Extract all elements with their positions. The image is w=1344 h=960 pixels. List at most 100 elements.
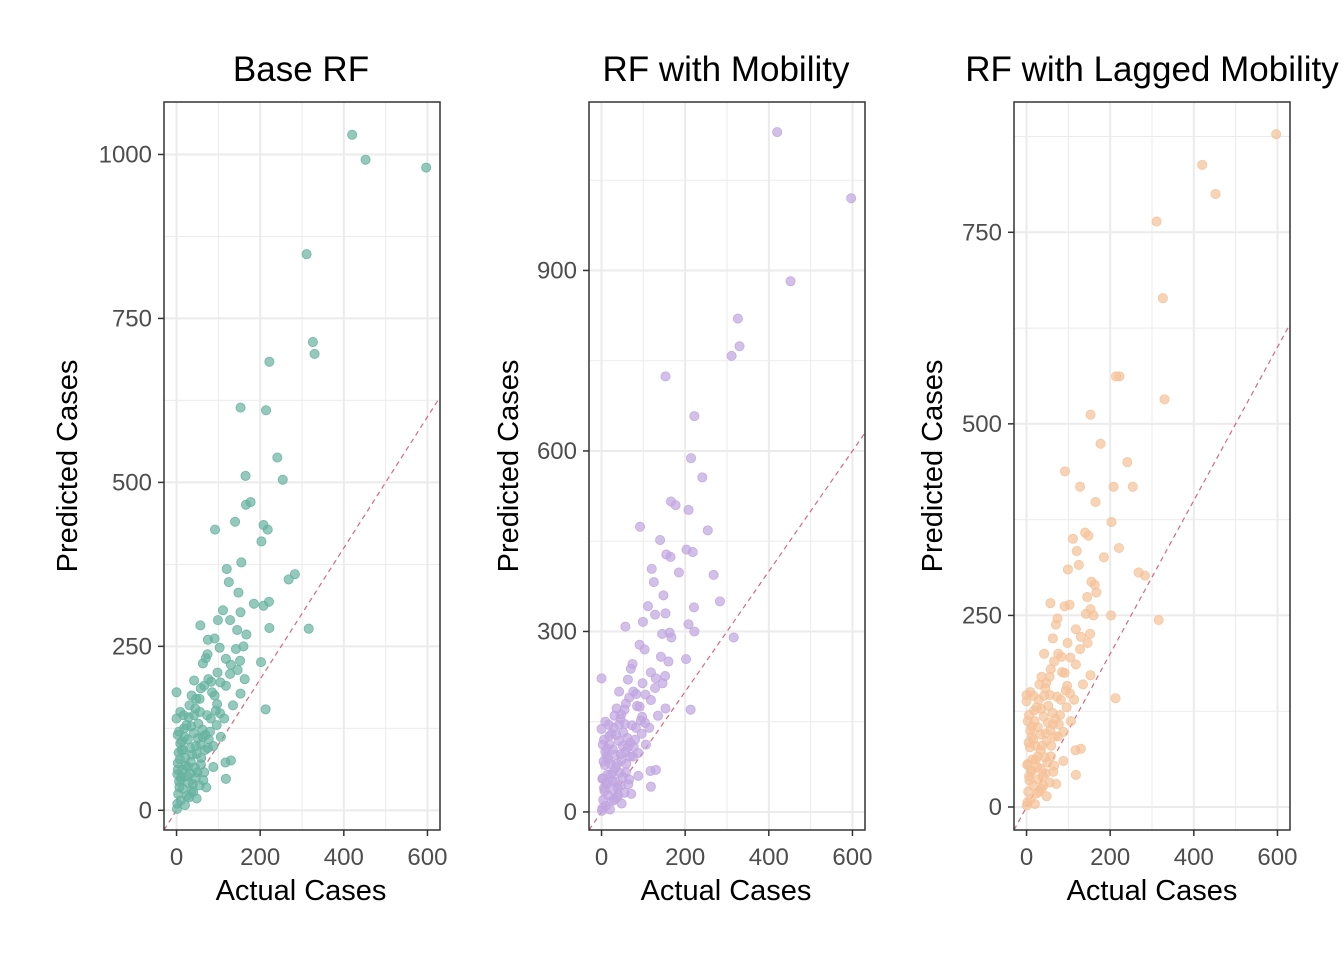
data-point <box>1091 587 1102 598</box>
data-point <box>644 722 655 733</box>
data-point <box>1028 690 1039 701</box>
data-point <box>303 623 314 634</box>
data-point <box>635 521 646 532</box>
data-point <box>233 587 244 598</box>
data-point <box>1026 731 1037 742</box>
data-point <box>601 751 612 762</box>
data-point <box>1037 771 1048 782</box>
data-point <box>189 675 200 686</box>
data-point <box>1098 552 1109 563</box>
data-point <box>1062 638 1073 649</box>
data-point <box>1044 671 1055 682</box>
data-point <box>648 577 659 588</box>
data-point <box>1106 610 1117 621</box>
data-point <box>1048 766 1059 777</box>
data-point <box>660 608 671 619</box>
data-point <box>191 748 202 759</box>
panel-rf-with-lagged-mobility: RF with Lagged Mobility Actual Cases Pre… <box>917 50 1339 907</box>
data-point <box>223 577 234 588</box>
data-point <box>241 629 252 640</box>
data-point <box>239 674 250 685</box>
data-point <box>625 663 636 674</box>
x-tick-label: 0 <box>170 844 183 871</box>
data-point <box>1065 716 1076 727</box>
grid-lines <box>1014 102 1290 830</box>
data-point <box>732 313 743 324</box>
data-point <box>1110 693 1121 704</box>
x-tick-label: 600 <box>407 844 447 871</box>
data-point <box>610 762 621 773</box>
data-point <box>220 757 231 768</box>
y-tick-label: 750 <box>962 219 1002 246</box>
data-point <box>846 193 857 204</box>
data-point <box>248 598 259 609</box>
data-point <box>702 525 713 536</box>
data-point <box>235 655 246 666</box>
data-point <box>261 405 272 416</box>
data-point <box>1041 791 1052 802</box>
panel-title: RF with Lagged Mobility <box>965 50 1339 89</box>
data-point <box>360 154 371 165</box>
data-point <box>1051 779 1062 790</box>
data-point <box>639 644 650 655</box>
data-point <box>604 739 615 750</box>
data-point <box>1153 615 1164 626</box>
data-point <box>1047 633 1058 644</box>
data-point <box>1108 481 1119 492</box>
x-tick-label: 400 <box>1174 844 1214 871</box>
data-point <box>1042 757 1053 768</box>
data-point <box>650 683 661 694</box>
data-point <box>1083 530 1094 541</box>
data-point <box>195 620 206 631</box>
x-tick-label: 200 <box>240 844 280 871</box>
data-point <box>1038 780 1049 791</box>
data-point <box>264 356 275 367</box>
y-tick-label: 500 <box>112 469 152 496</box>
data-point <box>236 557 247 568</box>
data-point <box>179 800 190 811</box>
data-point <box>1062 564 1073 575</box>
y-tick-label: 0 <box>139 797 152 824</box>
data-point <box>202 634 213 645</box>
data-point <box>227 700 238 711</box>
y-tick-label: 600 <box>537 438 577 465</box>
data-point <box>714 596 725 607</box>
data-point <box>1053 648 1064 659</box>
data-point <box>637 678 648 689</box>
data-point <box>1271 129 1282 140</box>
data-point <box>635 715 646 726</box>
x-tick-label: 0 <box>595 844 608 871</box>
data-point <box>613 790 624 801</box>
data-point <box>1111 371 1122 382</box>
panel-border <box>1013 101 1291 831</box>
data-point <box>1067 533 1078 544</box>
x-axis-title: Actual Cases <box>641 875 812 907</box>
x-axis-title: Actual Cases <box>1067 875 1238 907</box>
data-point <box>650 609 661 620</box>
y-axis-title: Predicted Cases <box>917 360 949 573</box>
data-point <box>660 703 671 714</box>
data-point <box>209 690 220 701</box>
data-point <box>645 781 656 792</box>
data-point <box>235 688 246 699</box>
data-point <box>182 771 193 782</box>
data-point <box>212 667 223 678</box>
x-tick-label: 600 <box>832 844 872 871</box>
data-point <box>256 536 267 547</box>
data-point <box>1059 601 1070 612</box>
data-point <box>785 276 796 287</box>
panel-rf-with-mobility: RF with Mobility Actual Cases Predicted … <box>493 50 872 907</box>
data-point <box>219 713 230 724</box>
data-point <box>1082 592 1093 603</box>
data-point <box>645 766 656 777</box>
data-point <box>1075 481 1086 492</box>
data-point <box>657 628 668 639</box>
data-point <box>619 704 630 715</box>
data-point <box>623 779 634 790</box>
data-point <box>1058 726 1069 737</box>
data-point <box>599 760 610 771</box>
data-point <box>772 127 783 138</box>
data-point <box>657 678 668 689</box>
y-axis-title: Predicted Cases <box>52 360 84 573</box>
data-point <box>620 746 631 757</box>
